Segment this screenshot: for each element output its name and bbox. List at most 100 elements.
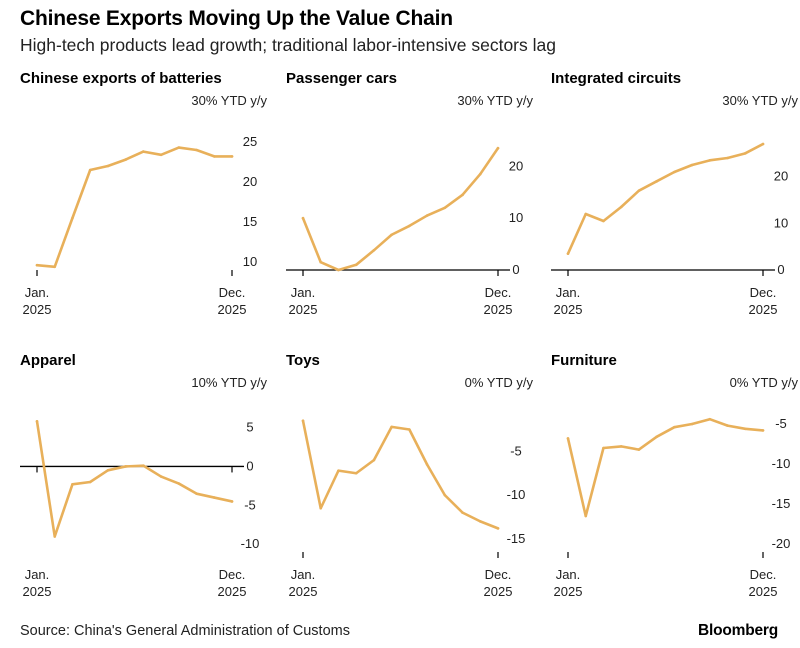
ytd-label: 30% YTD y/y xyxy=(191,93,267,108)
data-point xyxy=(372,458,376,462)
data-point xyxy=(35,263,39,267)
series-line xyxy=(35,146,234,269)
data-point xyxy=(408,224,411,228)
data-point xyxy=(390,425,393,429)
source-note: Source: China's General Administration o… xyxy=(20,623,350,639)
y-tick-label: -5 xyxy=(510,443,522,458)
data-point xyxy=(230,500,234,503)
x-tick-label: Jan. 2025 xyxy=(289,567,318,599)
line-chart-furniture: Jan. 2025 Dec. 2025 -20 -15 -10 -5 xyxy=(554,416,791,599)
y-tick-label: -10 xyxy=(507,487,526,502)
data-point xyxy=(478,520,482,523)
data-point xyxy=(106,164,110,168)
data-point xyxy=(195,492,198,495)
y-tick-label: -5 xyxy=(244,497,256,512)
line-chart-integrated-circuits: Jan. 2025 Dec. 2025 0 10 20 xyxy=(551,142,788,317)
data-point xyxy=(655,180,658,183)
data-point xyxy=(408,428,411,431)
data-point xyxy=(71,483,74,486)
data-point xyxy=(655,435,658,439)
data-point xyxy=(142,464,145,467)
data-point xyxy=(602,446,605,450)
y-tick-label: 10 xyxy=(509,210,523,225)
data-point xyxy=(708,417,712,421)
y-tick-label: 25 xyxy=(243,134,257,149)
data-point xyxy=(319,260,323,264)
y-tick-label: -5 xyxy=(775,416,787,431)
data-point xyxy=(337,268,340,272)
panel-title: Chinese exports of batteries xyxy=(20,70,222,87)
data-point xyxy=(212,155,216,158)
data-point xyxy=(690,163,694,167)
brand-logo: Bloomberg xyxy=(697,622,778,639)
data-point xyxy=(88,168,92,172)
data-point xyxy=(726,156,729,160)
y-tick-label: -20 xyxy=(772,536,791,551)
x-tick-label: Jan. 2025 xyxy=(23,567,52,599)
data-point xyxy=(177,482,181,485)
ytd-label: 0% YTD y/y xyxy=(729,375,798,390)
data-point xyxy=(443,493,447,497)
data-point xyxy=(354,471,358,475)
series-line xyxy=(566,417,765,518)
line-chart-toys: Jan. 2025 Dec. 2025 -15 -10 -5 xyxy=(289,419,526,599)
data-point xyxy=(159,475,163,478)
x-tick-label: Dec. 2025 xyxy=(749,567,778,599)
data-point xyxy=(106,469,110,472)
x-tick-label: Jan. 2025 xyxy=(23,285,52,317)
data-point xyxy=(726,424,729,427)
data-point xyxy=(619,205,623,209)
data-point xyxy=(743,427,747,431)
data-point xyxy=(354,263,358,267)
series-line xyxy=(35,420,234,538)
data-point xyxy=(761,429,765,432)
data-point xyxy=(673,170,676,174)
data-point xyxy=(88,480,92,484)
data-point xyxy=(761,142,765,146)
y-tick-label: -15 xyxy=(772,496,791,511)
data-point xyxy=(637,189,641,192)
data-point xyxy=(566,252,570,255)
panel-title: Integrated circuits xyxy=(551,70,682,87)
data-point xyxy=(35,420,39,423)
y-tick-label: -10 xyxy=(772,456,791,471)
y-tick-label: 0 xyxy=(512,262,519,277)
data-point xyxy=(478,172,482,176)
data-point xyxy=(53,535,57,538)
data-point xyxy=(195,148,198,152)
y-tick-label: 10 xyxy=(774,215,788,230)
data-point xyxy=(372,248,376,252)
data-point xyxy=(142,150,145,153)
chart-subtitle: High-tech products lead growth; traditio… xyxy=(20,35,556,55)
x-tick-label: Jan. 2025 xyxy=(554,285,583,317)
panel-passenger-cars: Passenger cars 30% YTD y/y Jan. 2025 Dec. 202… xyxy=(286,70,536,330)
data-point xyxy=(301,216,305,220)
data-point xyxy=(212,496,216,499)
data-point xyxy=(461,193,464,197)
y-tick-label: 0 xyxy=(246,458,253,473)
line-chart-passenger-cars: Jan. 2025 Dec. 2025 0 10 20 xyxy=(286,146,523,317)
data-point xyxy=(461,511,464,514)
y-tick-label: -10 xyxy=(241,536,260,551)
data-point xyxy=(443,206,447,210)
x-tick-label: Dec. 2025 xyxy=(484,285,513,317)
panel-title: Passenger cars xyxy=(286,70,397,87)
x-tick-label: Dec. 2025 xyxy=(218,567,247,599)
data-point xyxy=(230,155,234,158)
y-tick-label: 20 xyxy=(243,174,257,189)
series-line xyxy=(301,419,500,530)
panel-integrated-circuits: Integrated circuits 30% YTD y/y Jan. 2025 De… xyxy=(551,70,800,330)
data-point xyxy=(496,146,500,150)
data-point xyxy=(337,469,340,472)
data-point xyxy=(177,146,181,149)
data-point xyxy=(425,463,429,466)
chart-title: Chinese Exports Moving Up the Value Chai… xyxy=(20,7,453,30)
data-point xyxy=(708,159,712,162)
series-line xyxy=(301,146,500,272)
series-line xyxy=(566,142,765,255)
data-point xyxy=(124,158,127,161)
x-tick-label: Jan. 2025 xyxy=(554,567,583,599)
panel-title: Toys xyxy=(286,352,320,369)
x-tick-label: Jan. 2025 xyxy=(289,285,318,317)
data-point xyxy=(53,265,57,269)
